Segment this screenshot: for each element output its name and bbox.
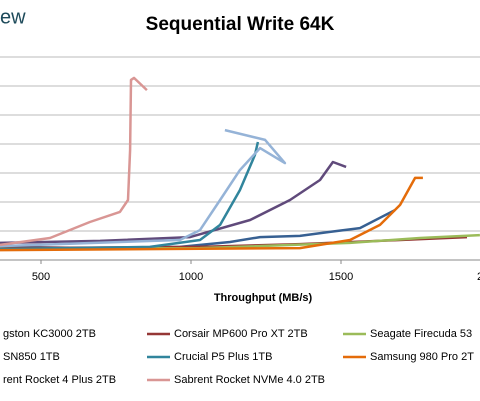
series-line xyxy=(0,76,148,247)
x-tick-label: 500 xyxy=(32,271,50,283)
legend-label: Crucial P5 Plus 1TB xyxy=(174,351,272,363)
series-line xyxy=(0,176,423,252)
legend-label: Seagate Firecuda 53 xyxy=(370,328,472,340)
logo-text: ew xyxy=(0,6,26,28)
legend-label: Samsung 980 Pro 2T xyxy=(370,351,474,363)
legend-label: SN850 1TB xyxy=(3,351,60,363)
legend-label: Corsair MP600 Pro XT 2TB xyxy=(174,328,308,340)
series-line xyxy=(0,128,287,248)
legend-label: gston KC3000 2TB xyxy=(3,328,96,340)
legend-label: rent Rocket 4 Plus 2TB xyxy=(3,374,116,386)
series-line xyxy=(0,160,347,245)
x-axis-title: Throughput (MB/s) xyxy=(214,292,313,304)
x-tick-label: 1500 xyxy=(329,271,353,283)
x-tick-label: 1000 xyxy=(179,271,203,283)
chart-title: Sequential Write 64K xyxy=(146,14,335,35)
legend-label: Sabrent Rocket NVMe 4.0 2TB xyxy=(174,374,325,386)
x-tick-label: 2 xyxy=(477,271,480,283)
